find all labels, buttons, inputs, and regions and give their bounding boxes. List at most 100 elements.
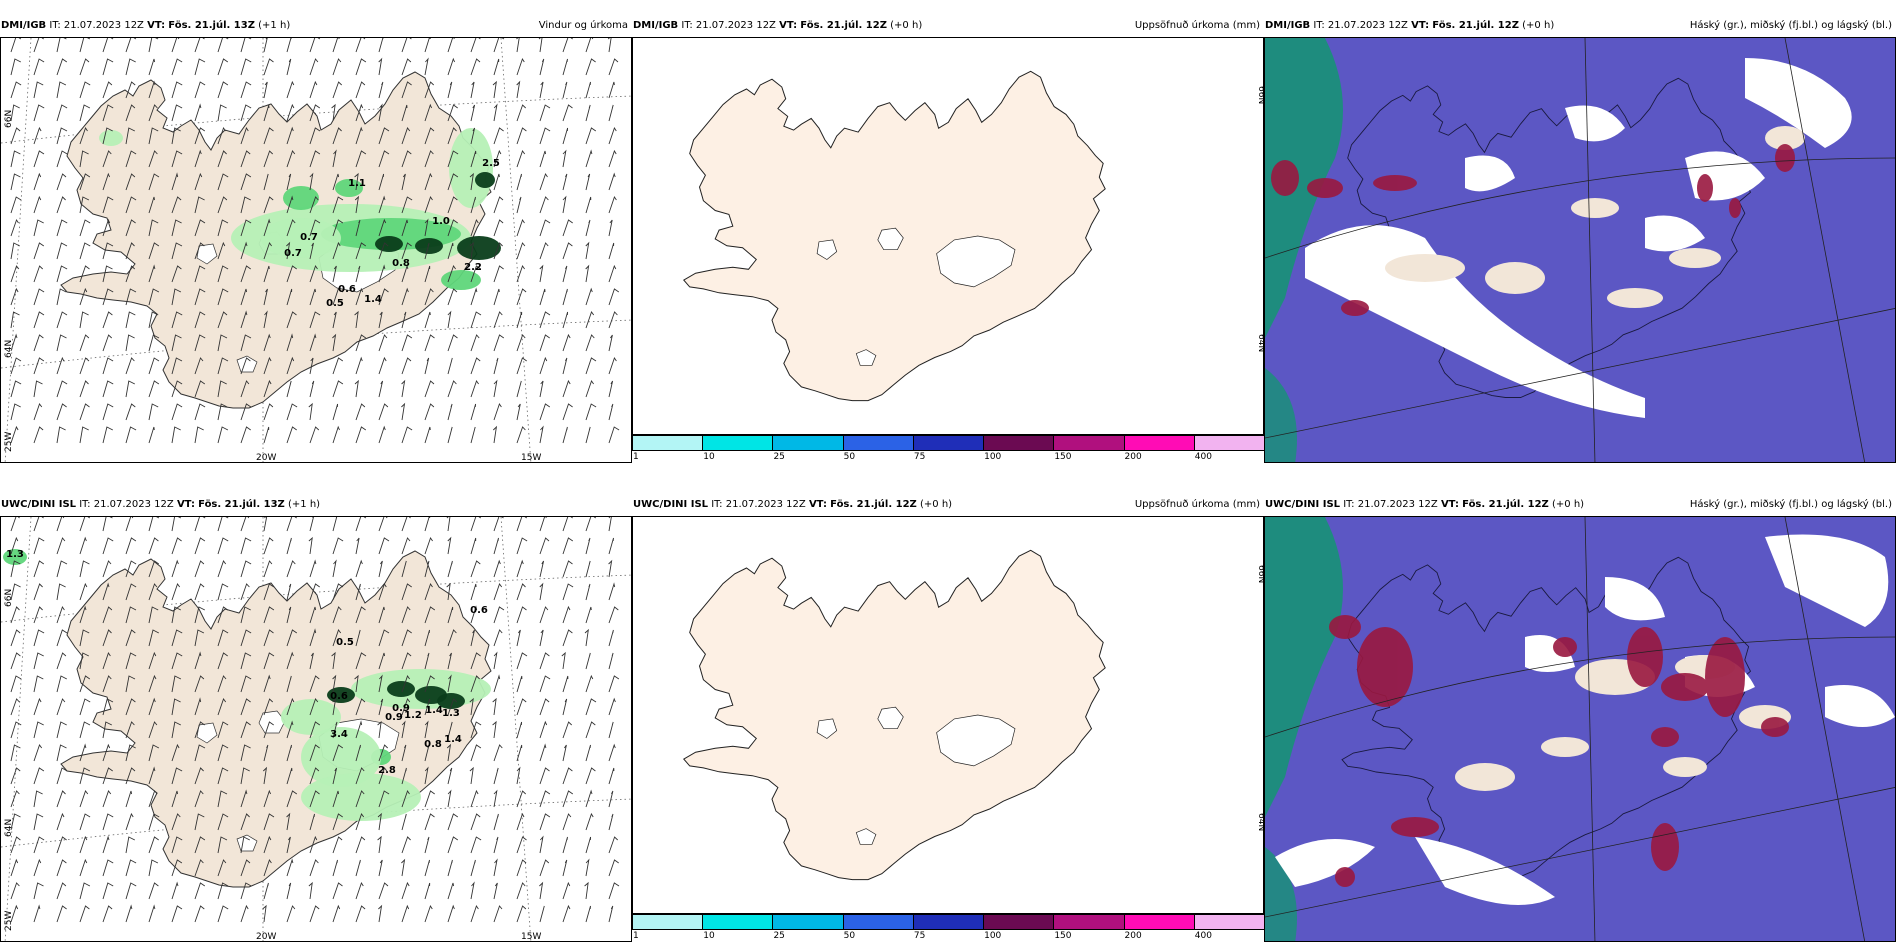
precip-value-label: 1.4: [444, 734, 462, 745]
wind-barb: [33, 560, 45, 578]
wind-barb: [125, 150, 137, 168]
valid-time-label: VT:: [1411, 20, 1430, 31]
wind-barb: [217, 265, 229, 283]
wind-barb: [148, 836, 159, 854]
wind-barb: [56, 605, 65, 624]
wind-barb: [332, 288, 344, 306]
wind-barb: [493, 629, 503, 647]
wind-barb: [125, 58, 136, 76]
wind-barb: [56, 790, 66, 808]
wind-barb: [516, 744, 523, 762]
wind-barb: [424, 218, 429, 237]
wind-barb: [309, 38, 321, 53]
precip-value-label: 0.9: [392, 703, 410, 714]
wind-barb: [10, 357, 22, 375]
wind-barb: [446, 582, 451, 601]
wind-barb: [447, 403, 453, 421]
wind-barb: [217, 380, 227, 398]
longitude-line: [4, 517, 32, 941]
wind-barb: [516, 583, 526, 601]
wind-barb: [33, 334, 44, 352]
wind-barb: [608, 859, 619, 877]
wind-barb: [286, 219, 296, 237]
wind-barb: [125, 265, 136, 283]
wind-barb: [539, 288, 546, 306]
wind-barb: [309, 357, 314, 375]
wind-barb: [56, 127, 68, 145]
wind-barb: [309, 559, 317, 578]
wind-barb: [171, 517, 182, 532]
wind-barb: [148, 80, 156, 99]
wind-barb: [102, 380, 114, 398]
wind-barb: [447, 882, 455, 900]
wind-barb: [539, 720, 548, 739]
wind-barb: [10, 790, 20, 808]
wind-barb: [125, 334, 135, 352]
wind-barb: [240, 288, 248, 306]
panel-header: DMI/IGB IT: 21.07.2023 12Z VT: Fös. 21.j…: [632, 15, 1264, 37]
wind-barb: [516, 675, 523, 693]
wind-barb: [562, 288, 568, 306]
wind-barb: [217, 606, 228, 624]
wind-barb: [102, 835, 110, 854]
wind-barb: [585, 517, 597, 532]
wind-barb: [102, 38, 114, 53]
wind-barb: [493, 651, 498, 670]
precip-value-label: 0.7: [284, 248, 302, 259]
wind-barb: [102, 357, 114, 375]
wind-barb: [79, 196, 90, 214]
precip-area: [415, 238, 443, 254]
wind-barb: [286, 744, 292, 762]
wind-barb: [469, 241, 474, 260]
wind-barb: [470, 675, 480, 693]
wind-barb: [286, 103, 295, 122]
wind-barb: [125, 859, 137, 877]
wind-barb: [263, 629, 274, 647]
wind-barb: [378, 218, 387, 237]
wind-barb: [355, 287, 364, 306]
wind-barb: [56, 652, 67, 670]
wind-barb: [585, 767, 596, 785]
precip-area: [387, 681, 415, 697]
wind-barb: [194, 859, 204, 877]
wind-barb: [378, 334, 388, 352]
wind-barb: [125, 812, 134, 831]
wind-barb: [217, 311, 228, 329]
wind-barb: [539, 905, 545, 923]
map-layer: 1.1 0.7 0.7 2.5 1.0 0.8 0.6 0.5 1.4 2.2 66N 64N 25W 2…: [1, 38, 631, 462]
wind-barb: [148, 403, 159, 421]
wind-barb: [125, 311, 136, 329]
wind-barb: [562, 859, 568, 877]
wind-precip-map: 1.30.60.50.60.90.9 1.2 1.4 1.33.40.8 1.42.86…: [1, 517, 631, 941]
wind-barb: [148, 150, 158, 168]
wind-barb: [217, 767, 229, 785]
wind-barb: [492, 720, 497, 739]
wind-barb: [263, 813, 275, 831]
wind-barb: [56, 583, 66, 601]
wind-barb: [33, 357, 45, 375]
latitude-label: 66N: [4, 589, 14, 607]
wind-barb: [240, 560, 252, 578]
wind-barb: [240, 58, 252, 76]
wind-barb: [447, 904, 455, 923]
colorbar-swatch: [632, 435, 704, 451]
wind-barb: [194, 311, 206, 329]
wind-barb: [240, 380, 250, 398]
precip-value-label: 1.2: [404, 710, 422, 721]
wind-barb: [217, 721, 229, 739]
wind-barb: [240, 789, 248, 808]
wind-barb: [401, 789, 410, 808]
wind-barb: [493, 127, 504, 145]
wind-barb: [470, 744, 482, 762]
wind-barb: [332, 674, 337, 693]
wind-barb: [56, 629, 68, 647]
wind-barb: [355, 517, 367, 532]
precip-value-label: 0.5: [326, 298, 344, 309]
map-frame: [1264, 516, 1896, 942]
wind-barb: [171, 150, 183, 168]
wind-barb: [125, 81, 136, 99]
wind-barb: [608, 195, 617, 214]
wind-barb: [562, 58, 568, 76]
deep-cloud-cell: [1651, 727, 1679, 747]
init-time-label: IT:: [79, 499, 91, 510]
